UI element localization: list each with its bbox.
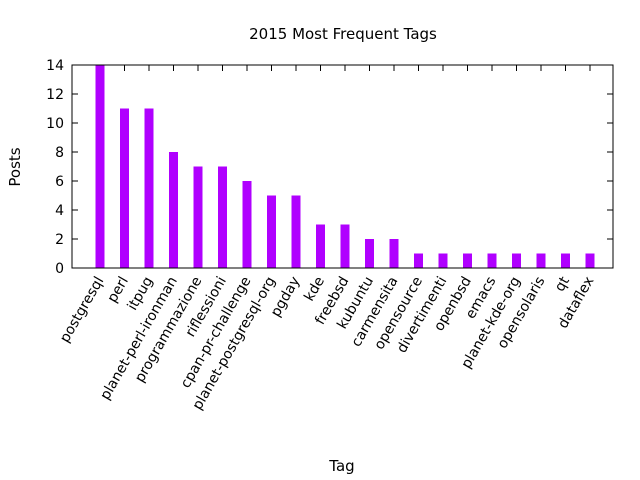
bar [389,239,399,268]
bar [218,166,227,268]
bar [291,195,301,268]
x-axis-label: Tag [328,457,354,475]
y-tick-label: 0 [55,261,64,277]
bar [95,65,105,268]
x-tick-label: qt [552,274,573,295]
x-tick-label: postgresql [57,274,107,345]
bar [561,253,570,268]
bar [463,253,472,268]
chart-title: 2015 Most Frequent Tags [249,25,437,43]
bar [193,166,203,268]
bar [169,152,178,268]
bar [242,181,252,268]
bar [585,253,595,268]
y-tick-labels: 0 2 4 6 8 10 12 14 [46,58,64,277]
bar [438,253,448,268]
bar [120,108,129,268]
y-tick-label: 6 [55,174,64,190]
plot-frame [71,64,614,269]
y-tick-label: 4 [55,203,64,219]
bars [95,65,595,268]
bar [536,253,546,268]
bar [365,239,374,268]
y-tick-label: 8 [55,145,64,161]
bar [316,224,325,268]
y-axis-label: Posts [6,147,24,186]
bar [512,253,521,268]
y-tick-label: 12 [46,87,64,103]
bar [487,253,497,268]
y-tick-label: 14 [46,58,64,74]
bar [414,253,423,268]
y-tick-label: 2 [55,232,64,248]
bar [144,108,154,268]
y-tick-label: 10 [46,116,64,132]
bar [267,195,276,268]
x-tick-labels: postgresqlperlitpugplanet-perl-ironmanpr… [57,274,597,413]
bar [340,224,350,268]
